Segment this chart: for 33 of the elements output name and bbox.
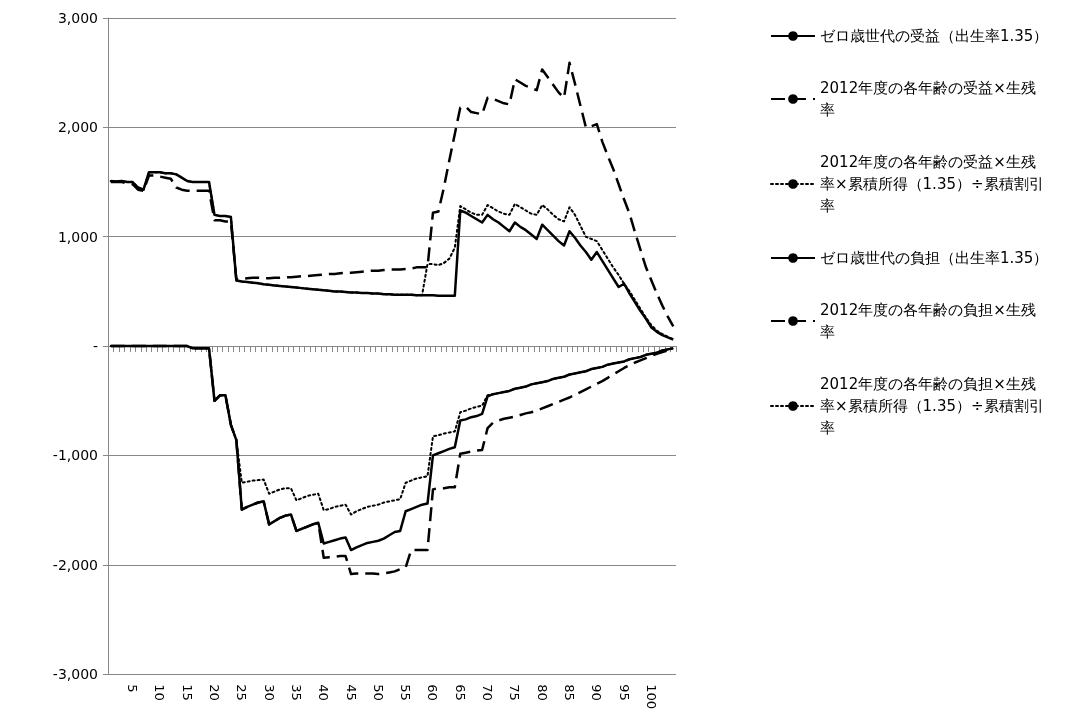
- y-tick-label: -3,000: [52, 666, 98, 683]
- x-tick-label: 25: [234, 684, 250, 701]
- y-tick-label: -: [92, 338, 98, 355]
- legend-label: ゼロ歳世代の負担（出生率1.35）: [820, 249, 1049, 267]
- x-tick-label: 10: [152, 684, 168, 701]
- x-tick-label: 75: [507, 684, 523, 701]
- x-tick-label: 60: [425, 684, 441, 701]
- x-tick-label: 50: [370, 684, 386, 701]
- x-tick-label: 5: [125, 684, 141, 693]
- x-tick-label: 90: [589, 684, 605, 701]
- x-tick-label: 35: [288, 684, 304, 701]
- y-tick-label: -1,000: [52, 447, 98, 464]
- x-tick-label: 45: [343, 684, 359, 701]
- x-tick-label: 30: [261, 684, 277, 701]
- x-tick-label: 95: [616, 684, 632, 701]
- y-tick-label: 3,000: [57, 10, 98, 26]
- legend-label: ゼロ歳世代の受益（出生率1.35）: [820, 27, 1049, 45]
- y-tick-label: -2,000: [52, 556, 98, 573]
- x-tick-label: 15: [179, 684, 195, 701]
- legend-label: 2012年度の各年齢の負担×生残率×累積所得（1.35）÷累積割引率: [820, 375, 1044, 437]
- x-tick-label: 70: [480, 684, 496, 701]
- legend-label: 2012年度の各年齢の受益×生残率: [820, 79, 1036, 119]
- x-tick-label: 100: [643, 684, 659, 710]
- y-tick-label: 2,000: [57, 119, 98, 136]
- x-tick-label: 80: [534, 684, 550, 701]
- x-tick-label: 40: [316, 684, 332, 701]
- x-tick-label: 65: [452, 684, 468, 701]
- legend-label: 2012年度の各年齢の負担×生残率: [820, 301, 1036, 341]
- x-tick-label: 55: [398, 684, 414, 701]
- y-tick-label: 1,000: [57, 228, 98, 245]
- x-tick-label: 20: [207, 684, 222, 701]
- legend-label: 2012年度の各年齢の受益×生残率×累積所得（1.35）÷累積割引率: [820, 153, 1044, 215]
- x-tick-label: 85: [562, 684, 577, 701]
